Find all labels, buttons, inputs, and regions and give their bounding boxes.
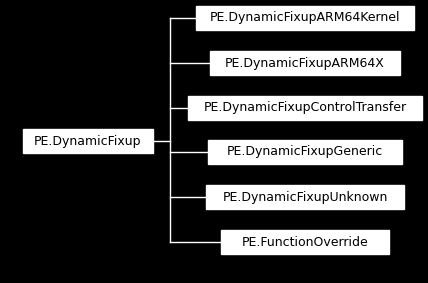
Text: PE.DynamicFixupUnknown: PE.DynamicFixupUnknown — [222, 190, 388, 203]
FancyBboxPatch shape — [206, 185, 404, 209]
FancyBboxPatch shape — [23, 129, 153, 153]
FancyBboxPatch shape — [221, 230, 389, 254]
FancyBboxPatch shape — [188, 96, 422, 120]
FancyBboxPatch shape — [196, 6, 414, 30]
FancyBboxPatch shape — [210, 51, 400, 75]
Text: PE.DynamicFixup: PE.DynamicFixup — [34, 134, 142, 147]
Text: PE.DynamicFixupARM64X: PE.DynamicFixupARM64X — [225, 57, 385, 70]
Text: PE.DynamicFixupGeneric: PE.DynamicFixupGeneric — [227, 145, 383, 158]
FancyBboxPatch shape — [208, 140, 402, 164]
Text: PE.FunctionOverride: PE.FunctionOverride — [242, 235, 369, 248]
Text: PE.DynamicFixupARM64Kernel: PE.DynamicFixupARM64Kernel — [210, 12, 400, 25]
Text: PE.DynamicFixupControlTransfer: PE.DynamicFixupControlTransfer — [203, 102, 407, 115]
